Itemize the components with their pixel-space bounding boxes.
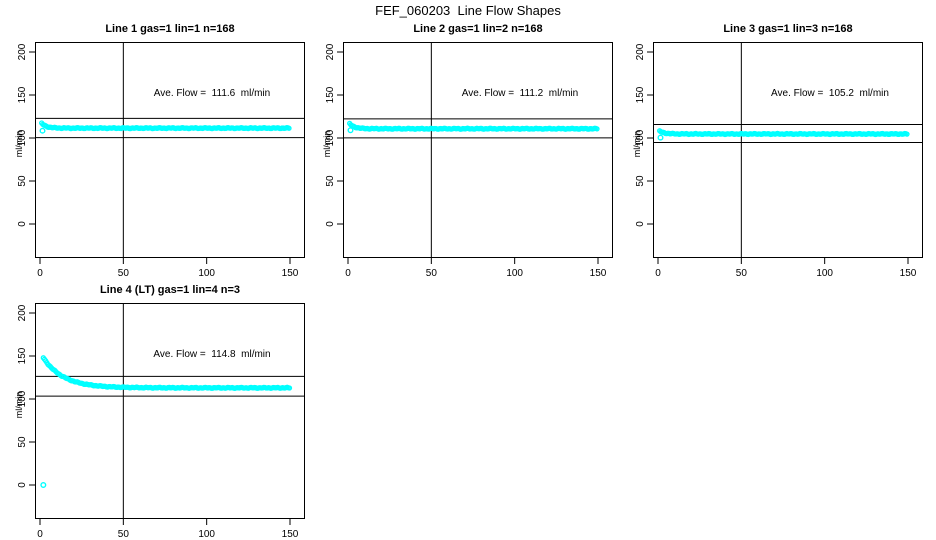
x-tick-label: 150 xyxy=(590,268,607,279)
subplot-line-2: Line 2 gas=1 lin=2 n=168 ml/min Ave. Flo… xyxy=(322,23,613,279)
outlier-point xyxy=(657,134,664,141)
outlier-point xyxy=(347,127,354,134)
x-tick-label: 0 xyxy=(655,268,661,279)
y-tick-label: 150 xyxy=(17,86,28,103)
y-tick-label: 100 xyxy=(17,129,28,146)
x-tick-label: 150 xyxy=(282,529,299,540)
data-point xyxy=(904,131,910,137)
x-tick-label: 50 xyxy=(118,529,130,540)
plot-area: 0 50 100 150 0 50 100 150 200 xyxy=(17,42,305,279)
y-tick-label: 150 xyxy=(635,86,646,103)
plot-frame xyxy=(343,42,613,258)
subplot-title: Line 3 gas=1 lin=3 n=168 xyxy=(723,23,853,35)
plot-area: 0 50 100 150 0 50 100 150 200 xyxy=(325,42,613,279)
y-tick-label: 100 xyxy=(17,390,28,407)
y-tick-label: 100 xyxy=(325,129,336,146)
x-tick-label: 100 xyxy=(816,268,833,279)
subplot-title: Line 2 gas=1 lin=2 n=168 xyxy=(413,23,543,35)
subplot-title: Line 4 (LT) gas=1 lin=4 n=3 xyxy=(99,284,241,296)
x-tick-label: 50 xyxy=(736,268,748,279)
y-tick-label: 50 xyxy=(325,175,336,187)
avg-flow-annotation: Ave. Flow = 114.8 ml/min xyxy=(153,349,271,360)
x-tick-label: 0 xyxy=(37,268,43,279)
x-tick-label: 50 xyxy=(118,268,130,279)
figure-title: FEF_060203 Line Flow Shapes xyxy=(375,3,561,18)
y-tick-label: 200 xyxy=(635,43,646,60)
subplot-title: Line 1 gas=1 lin=1 n=168 xyxy=(105,23,235,35)
avg-flow-annotation: Ave. Flow = 111.6 ml/min xyxy=(153,88,271,99)
y-tick-label: 100 xyxy=(635,129,646,146)
y-tick-label: 50 xyxy=(17,175,28,187)
y-tick-label: 0 xyxy=(635,221,646,227)
plot-area: 0 50 100 150 0 50 100 150 200 xyxy=(17,303,305,540)
plot-frame xyxy=(653,42,923,258)
subplot-line-4: Line 4 (LT) gas=1 lin=4 n=3 ml/min Ave. … xyxy=(14,284,305,540)
data-point xyxy=(286,385,293,391)
subplot-line-3: Line 3 gas=1 lin=3 n=168 ml/min Ave. Flo… xyxy=(632,23,923,279)
data-point xyxy=(594,126,600,132)
x-tick-label: 100 xyxy=(506,268,523,279)
y-tick-label: 200 xyxy=(325,43,336,60)
x-tick-label: 100 xyxy=(198,529,215,540)
y-tick-label: 0 xyxy=(17,221,28,227)
y-tick-label: 150 xyxy=(325,86,336,103)
data-series xyxy=(347,120,600,132)
y-tick-label: 200 xyxy=(17,43,28,60)
data-point xyxy=(286,125,292,131)
outlier-point xyxy=(40,481,47,488)
data-series xyxy=(40,355,293,391)
x-tick-label: 100 xyxy=(198,268,215,279)
x-tick-label: 0 xyxy=(345,268,351,279)
x-tick-label: 0 xyxy=(37,529,43,540)
avg-flow-annotation: Ave. Flow = 105.2 ml/min xyxy=(771,88,889,99)
plot-frame xyxy=(35,303,305,519)
y-tick-label: 0 xyxy=(17,482,28,488)
y-tick-label: 200 xyxy=(17,304,28,321)
y-tick-label: 50 xyxy=(17,436,28,448)
y-tick-label: 150 xyxy=(17,347,28,364)
plot-frame xyxy=(35,42,305,258)
x-tick-label: 150 xyxy=(900,268,917,279)
data-series xyxy=(657,128,910,138)
outlier-point xyxy=(39,127,46,134)
y-tick-label: 0 xyxy=(325,221,336,227)
avg-flow-annotation: Ave. Flow = 111.2 ml/min xyxy=(461,88,579,99)
subplot-line-1: Line 1 gas=1 lin=1 n=168 ml/min Ave. Flo… xyxy=(14,23,305,279)
x-tick-label: 50 xyxy=(426,268,438,279)
y-tick-label: 50 xyxy=(635,175,646,187)
plot-area: 0 50 100 150 0 50 100 150 200 xyxy=(635,42,923,279)
data-series xyxy=(39,120,292,132)
x-tick-label: 150 xyxy=(282,268,299,279)
